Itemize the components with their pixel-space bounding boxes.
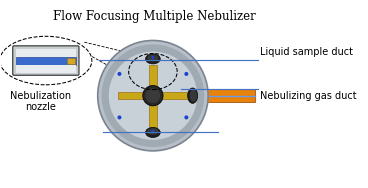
Ellipse shape <box>190 90 197 102</box>
Circle shape <box>184 115 188 119</box>
Circle shape <box>117 115 121 119</box>
Bar <box>16 65 76 73</box>
Ellipse shape <box>146 127 160 137</box>
Circle shape <box>184 72 188 76</box>
Circle shape <box>146 88 160 103</box>
Circle shape <box>151 130 155 133</box>
Text: Liquid sample duct: Liquid sample duct <box>260 47 353 57</box>
Text: Nebulizing gas duct: Nebulizing gas duct <box>260 91 357 101</box>
Circle shape <box>143 86 163 106</box>
Bar <box>162 89 255 102</box>
Bar <box>118 92 188 99</box>
Bar <box>16 57 76 64</box>
Text: Nebulization
nozzle: Nebulization nozzle <box>10 91 71 112</box>
FancyBboxPatch shape <box>13 46 79 75</box>
Circle shape <box>102 44 204 147</box>
Ellipse shape <box>147 128 159 135</box>
Ellipse shape <box>188 88 198 103</box>
Circle shape <box>117 72 121 76</box>
Ellipse shape <box>146 54 160 64</box>
Circle shape <box>151 56 155 59</box>
Bar <box>67 58 75 64</box>
Circle shape <box>109 52 197 140</box>
Bar <box>149 65 157 127</box>
Circle shape <box>98 40 208 151</box>
Text: Flow Focusing Multiple Nebulizer: Flow Focusing Multiple Nebulizer <box>53 10 256 23</box>
Bar <box>16 49 76 57</box>
Ellipse shape <box>147 55 159 61</box>
